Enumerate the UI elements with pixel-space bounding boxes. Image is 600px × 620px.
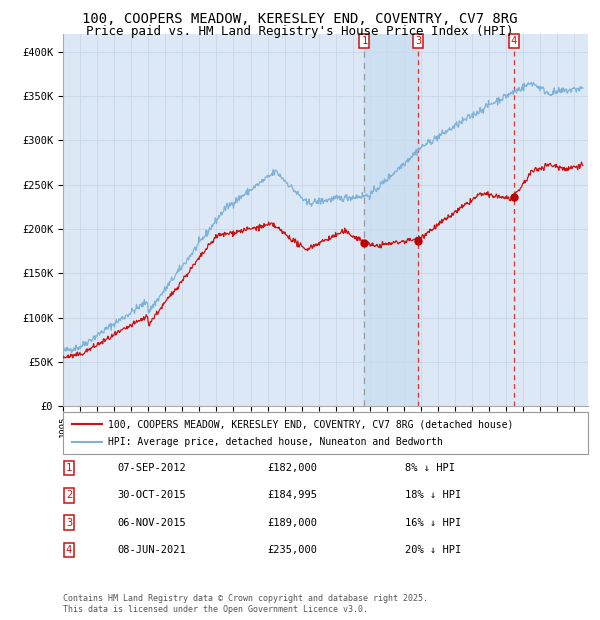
Text: 07-SEP-2012: 07-SEP-2012 — [117, 463, 186, 473]
Text: 16% ↓ HPI: 16% ↓ HPI — [405, 518, 461, 528]
Text: 08-JUN-2021: 08-JUN-2021 — [117, 545, 186, 555]
Text: Contains HM Land Registry data © Crown copyright and database right 2025.
This d: Contains HM Land Registry data © Crown c… — [63, 595, 428, 614]
Text: 3: 3 — [66, 518, 72, 528]
Text: 4: 4 — [66, 545, 72, 555]
Text: 100, COOPERS MEADOW, KERESLEY END, COVENTRY, CV7 8RG (detached house): 100, COOPERS MEADOW, KERESLEY END, COVEN… — [108, 419, 514, 429]
Text: 1: 1 — [66, 463, 72, 473]
Text: £189,000: £189,000 — [267, 518, 317, 528]
Text: HPI: Average price, detached house, Nuneaton and Bedworth: HPI: Average price, detached house, Nune… — [108, 437, 443, 447]
Text: 1: 1 — [361, 36, 367, 46]
Text: £184,995: £184,995 — [267, 490, 317, 500]
Text: £182,000: £182,000 — [267, 463, 317, 473]
Text: 20% ↓ HPI: 20% ↓ HPI — [405, 545, 461, 555]
Text: 18% ↓ HPI: 18% ↓ HPI — [405, 490, 461, 500]
Text: 4: 4 — [511, 36, 517, 46]
Text: 2: 2 — [66, 490, 72, 500]
Text: 3: 3 — [415, 36, 422, 46]
Bar — [364, 34, 418, 406]
Text: Price paid vs. HM Land Registry's House Price Index (HPI): Price paid vs. HM Land Registry's House … — [86, 25, 514, 38]
Text: 100, COOPERS MEADOW, KERESLEY END, COVENTRY, CV7 8RG: 100, COOPERS MEADOW, KERESLEY END, COVEN… — [82, 12, 518, 27]
Text: £235,000: £235,000 — [267, 545, 317, 555]
Text: 30-OCT-2015: 30-OCT-2015 — [117, 490, 186, 500]
Text: 06-NOV-2015: 06-NOV-2015 — [117, 518, 186, 528]
Text: 8% ↓ HPI: 8% ↓ HPI — [405, 463, 455, 473]
